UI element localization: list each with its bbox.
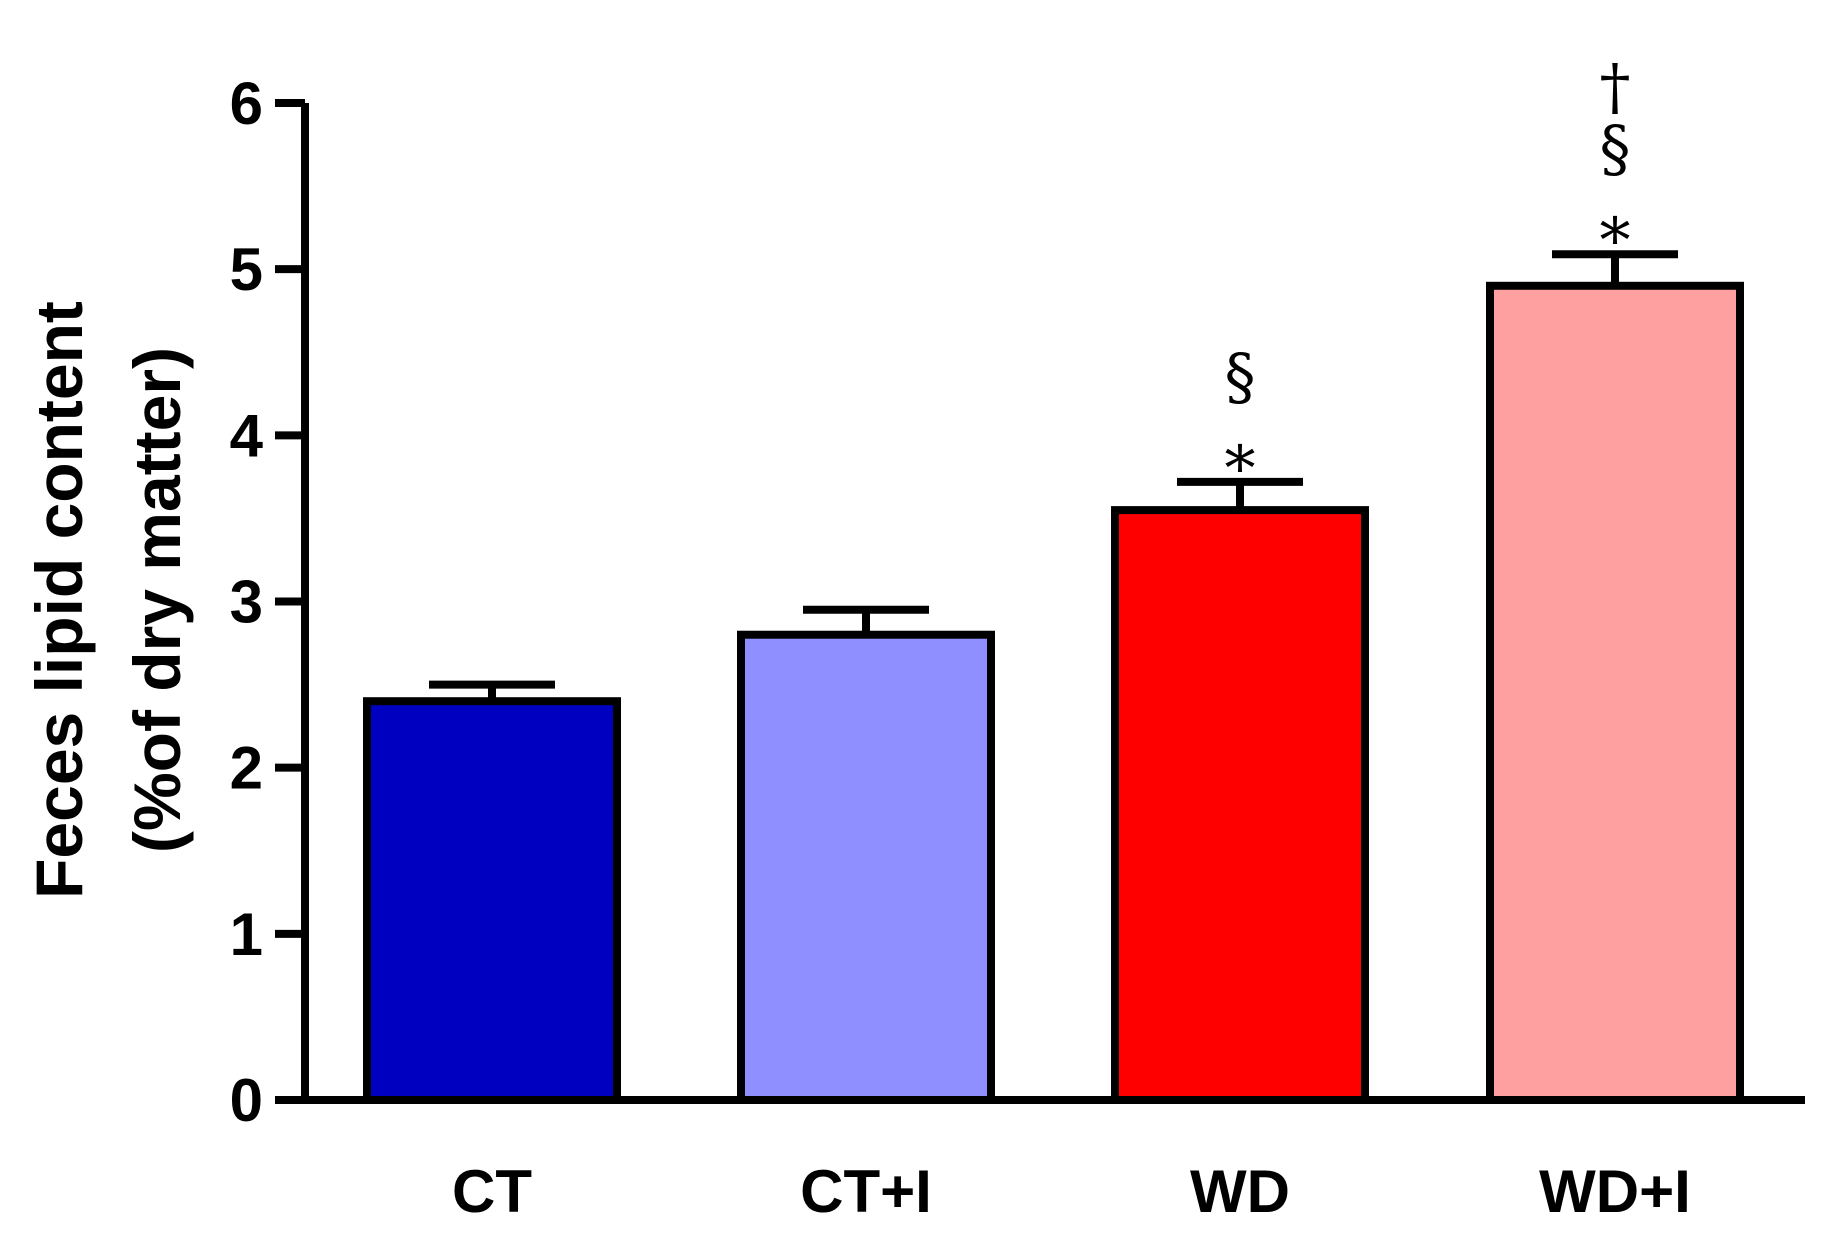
significance-mark-3-0: * — [1600, 204, 1631, 277]
significance-mark-3-1: § — [1600, 112, 1631, 185]
x-tick-label-3: WD+I — [1539, 1158, 1691, 1225]
y-tick-label-6: 6 — [230, 70, 263, 137]
y-axis-title: Feces lipid content (%of dry matter) — [22, 301, 194, 899]
bars-layer — [363, 281, 1744, 1104]
y-tick-label-0: 0 — [230, 1067, 263, 1134]
bar-wd-plus-i — [1486, 281, 1744, 1104]
significance-mark-2-1: § — [1225, 340, 1256, 413]
y-tick-label-1: 1 — [230, 901, 263, 968]
error-bars-layer — [429, 250, 1678, 702]
y-tick-label-5: 5 — [230, 236, 263, 303]
y-ticks-layer: 0 1 2 3 4 5 6 — [230, 70, 305, 1134]
x-labels-layer: CT CT+I WD WD+I — [452, 1158, 1691, 1225]
y-axis-title-line-2: (%of dry matter) — [120, 347, 194, 853]
bar-ct-plus-i — [737, 630, 995, 1104]
bar-wd — [1111, 506, 1369, 1104]
significance-marks-layer: *§*§† — [1225, 50, 1631, 505]
y-axis-title-line-1: Feces lipid content — [22, 301, 96, 899]
x-tick-label-1: CT+I — [800, 1158, 932, 1225]
y-tick-label-2: 2 — [230, 735, 263, 802]
significance-mark-2-0: * — [1225, 432, 1256, 505]
y-tick-label-4: 4 — [230, 402, 264, 469]
x-tick-label-2: WD — [1190, 1158, 1290, 1225]
x-tick-label-0: CT — [452, 1158, 532, 1225]
y-tick-label-3: 3 — [230, 569, 263, 636]
significance-mark-3-2: † — [1600, 50, 1631, 123]
bar-ct — [363, 697, 621, 1104]
